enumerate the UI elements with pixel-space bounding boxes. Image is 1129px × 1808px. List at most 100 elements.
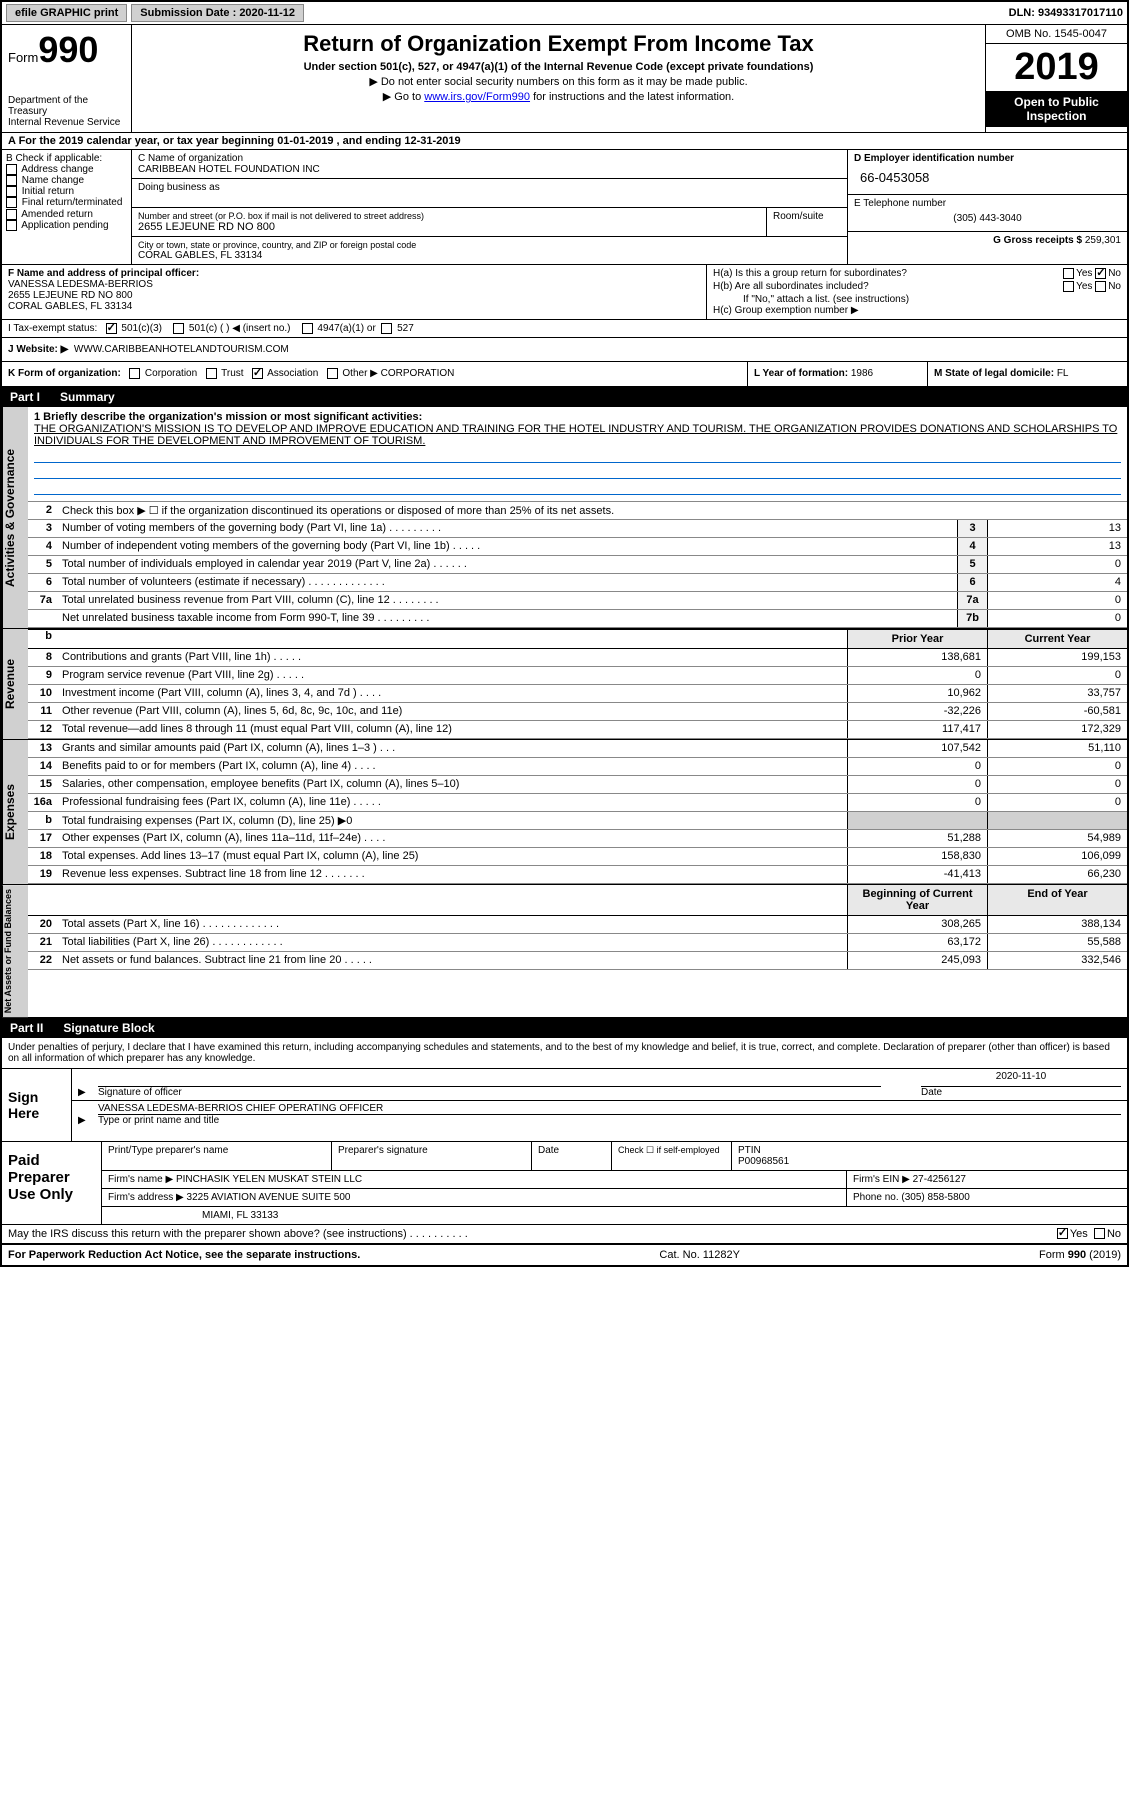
discuss-no[interactable]: [1094, 1228, 1105, 1239]
prep-self-employed: Check ☐ if self-employed: [612, 1142, 732, 1170]
chk-name-change[interactable]: Name change: [6, 175, 127, 186]
part2-header: Part IISignature Block: [2, 1018, 1127, 1038]
revenue-section: Revenue b Prior Year Current Year 8Contr…: [2, 629, 1127, 740]
tax-status-row: I Tax-exempt status: 501(c)(3) 501(c) ( …: [2, 320, 1127, 338]
firm-name: PINCHASIK YELEN MUSKAT STEIN LLC: [176, 1174, 362, 1185]
sig-officer-label: Signature of officer: [98, 1087, 881, 1098]
main-title: Return of Organization Exempt From Incom…: [138, 31, 979, 57]
chk-501c3[interactable]: [106, 323, 117, 334]
preparer-grid: Paid Preparer Use Only Print/Type prepar…: [2, 1142, 1127, 1225]
table-row: 5Total number of individuals employed in…: [28, 556, 1127, 574]
firm-addr2: MIAMI, FL 33133: [102, 1207, 1127, 1224]
phone-row: E Telephone number (305) 443-3040: [848, 195, 1127, 232]
chk-address-change[interactable]: Address change: [6, 164, 127, 175]
header-right: OMB No. 1545-0047 2019 Open to Public In…: [985, 25, 1127, 132]
city-state-zip: CORAL GABLES, FL 33134: [138, 250, 841, 261]
begin-year-header: Beginning of Current Year: [847, 885, 987, 915]
mission-box: 1 Briefly describe the organization's mi…: [28, 407, 1127, 502]
side-label-ag: Activities & Governance: [2, 407, 28, 628]
form-label: Form: [8, 50, 38, 65]
period-row: A For the 2019 calendar year, or tax yea…: [2, 133, 1127, 150]
table-row: 11Other revenue (Part VIII, column (A), …: [28, 703, 1127, 721]
topbar: efile GRAPHIC print Submission Date : 20…: [2, 2, 1127, 25]
table-row: 19Revenue less expenses. Subtract line 1…: [28, 866, 1127, 884]
irs-link[interactable]: www.irs.gov/Form990: [424, 91, 530, 103]
table-row: 21Total liabilities (Part X, line 26) . …: [28, 934, 1127, 952]
type-print-label: Type or print name and title: [98, 1115, 1121, 1126]
section-h: H(a) Is this a group return for subordin…: [707, 265, 1127, 319]
side-label-na: Net Assets or Fund Balances: [2, 885, 28, 1017]
section-c: C Name of organization CARIBBEAN HOTEL F…: [132, 150, 847, 264]
end-year-header: End of Year: [987, 885, 1127, 915]
dln-label: DLN: 93493317017110: [1009, 7, 1123, 19]
table-row: 12Total revenue—add lines 8 through 11 (…: [28, 721, 1127, 739]
mission-text: THE ORGANIZATION'S MISSION IS TO DEVELOP…: [34, 423, 1117, 447]
table-row: 22Net assets or fund balances. Subtract …: [28, 952, 1127, 970]
chk-initial-return[interactable]: Initial return: [6, 186, 127, 197]
chk-4947[interactable]: [302, 323, 313, 334]
chk-amended-return[interactable]: Amended return: [6, 209, 127, 220]
instruction-1: ▶ Do not enter social security numbers o…: [138, 75, 979, 88]
chk-other[interactable]: [327, 368, 338, 379]
table-row: 17Other expenses (Part IX, column (A), l…: [28, 830, 1127, 848]
gross-receipts: G Gross receipts $ 259,301: [848, 232, 1127, 249]
prep-name-label: Print/Type preparer's name: [102, 1142, 332, 1170]
side-label-rev: Revenue: [2, 629, 28, 739]
chk-501c[interactable]: [173, 323, 184, 334]
form-container: efile GRAPHIC print Submission Date : 20…: [0, 0, 1129, 1267]
website-row: J Website: ▶ WWW.CARIBBEANHOTELANDTOURIS…: [2, 338, 1127, 362]
footer-left: For Paperwork Reduction Act Notice, see …: [8, 1249, 360, 1261]
section-b-label: B Check if applicable:: [6, 153, 127, 164]
paid-preparer-label: Paid Preparer Use Only: [2, 1142, 102, 1224]
submission-date-button[interactable]: Submission Date : 2020-11-12: [131, 4, 304, 22]
side-label-exp: Expenses: [2, 740, 28, 884]
chk-association[interactable]: [252, 368, 263, 379]
section-b: B Check if applicable: Address change Na…: [2, 150, 132, 264]
info-grid: B Check if applicable: Address change Na…: [2, 150, 1127, 265]
sig-date-value: 2020-11-10: [921, 1071, 1121, 1087]
expenses-section: Expenses 13Grants and similar amounts pa…: [2, 740, 1127, 885]
dba-row: Doing business as: [132, 179, 847, 208]
room-suite: Room/suite: [767, 208, 847, 236]
ein-row: D Employer identification number 66-0453…: [848, 150, 1127, 195]
sig-date-label: Date: [921, 1087, 1121, 1098]
table-row: 7aTotal unrelated business revenue from …: [28, 592, 1127, 610]
table-row: 6Total number of volunteers (estimate if…: [28, 574, 1127, 592]
chk-trust[interactable]: [206, 368, 217, 379]
ptin-value: P00968561: [738, 1156, 789, 1167]
activities-governance-section: Activities & Governance 1 Briefly descri…: [2, 407, 1127, 629]
instruction-2: ▶ Go to www.irs.gov/Form990 for instruct…: [138, 90, 979, 103]
website-value: WWW.CARIBBEANHOTELANDTOURISM.COM: [74, 344, 289, 355]
firm-ein: 27-4256127: [913, 1174, 966, 1185]
prep-sig-label: Preparer's signature: [332, 1142, 532, 1170]
table-row: bTotal fundraising expenses (Part IX, co…: [28, 812, 1127, 830]
section-f: F Name and address of principal officer:…: [2, 265, 707, 319]
current-year-header: Current Year: [987, 630, 1127, 648]
chk-527[interactable]: [381, 323, 392, 334]
table-row: 20Total assets (Part X, line 16) . . . .…: [28, 916, 1127, 934]
table-row: 18Total expenses. Add lines 13–17 (must …: [28, 848, 1127, 866]
chk-corporation[interactable]: [129, 368, 140, 379]
header-center: Return of Organization Exempt From Incom…: [132, 25, 985, 132]
dept-label: Department of the Treasury Internal Reve…: [8, 95, 125, 128]
street-address: 2655 LEJEUNE RD NO 800: [138, 221, 760, 233]
firm-addr1: 3225 AVIATION AVENUE SUITE 500: [187, 1192, 351, 1203]
efile-print-button[interactable]: efile GRAPHIC print: [6, 4, 127, 22]
addr-row: Number and street (or P.O. box if mail i…: [132, 208, 767, 236]
footer-mid: Cat. No. 11282Y: [659, 1249, 740, 1261]
chk-application-pending[interactable]: Application pending: [6, 220, 127, 231]
section-d: D Employer identification number 66-0453…: [847, 150, 1127, 264]
ein-value: 66-0453058: [854, 164, 1121, 191]
table-row: Net unrelated business taxable income fr…: [28, 610, 1127, 628]
prior-year-header: Prior Year: [847, 630, 987, 648]
prep-date-label: Date: [532, 1142, 612, 1170]
officer-name: VANESSA LEDESMA-BERRIOS: [8, 279, 153, 290]
phone-value: (305) 443-3040: [854, 209, 1121, 228]
table-row: 14Benefits paid to or for members (Part …: [28, 758, 1127, 776]
discuss-yes[interactable]: [1057, 1228, 1068, 1239]
chk-final-return[interactable]: Final return/terminated: [6, 197, 127, 208]
perjury-statement: Under penalties of perjury, I declare th…: [2, 1038, 1127, 1069]
net-assets-section: Net Assets or Fund Balances Beginning of…: [2, 885, 1127, 1018]
omb-number: OMB No. 1545-0047: [986, 25, 1127, 44]
table-row: 9Program service revenue (Part VIII, lin…: [28, 667, 1127, 685]
